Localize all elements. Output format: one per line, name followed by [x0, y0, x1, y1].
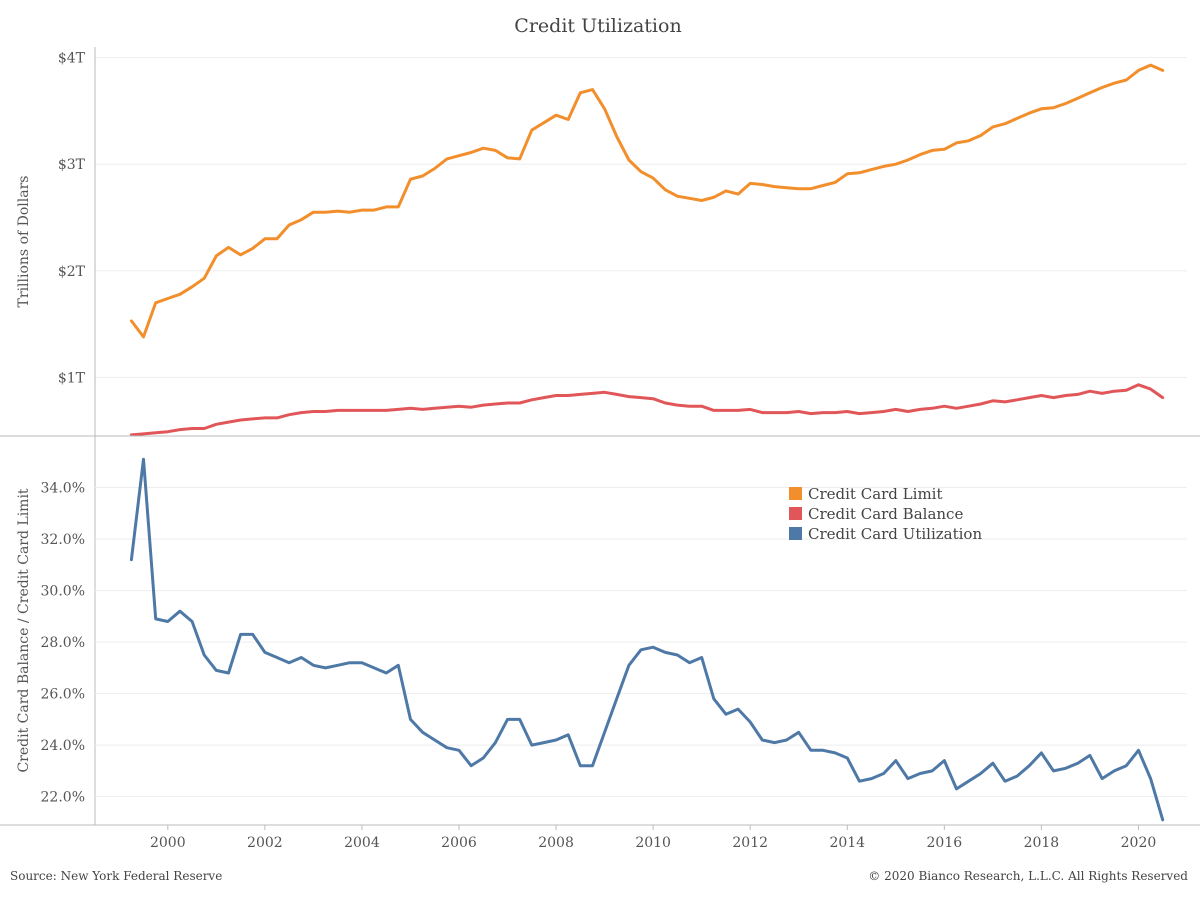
- x-tick-label: 2004: [344, 835, 380, 851]
- x-tick-label: 2006: [441, 835, 477, 851]
- x-tick-label: 2014: [829, 835, 865, 851]
- legend: Credit Card Limit Credit Card Balance Cred…: [789, 485, 982, 543]
- y-tick-label: 34.0%: [41, 481, 85, 497]
- y-tick-label: 24.0%: [41, 738, 85, 754]
- bottom-panel: 22.0% 24.0% 26.0% 28.0% 30.0% 32.0% 34.0% Credi…: [16, 457, 1187, 822]
- chart-title: Credit Utilization: [514, 15, 681, 37]
- legend-label: Credit Card Utilization: [808, 525, 982, 543]
- y-axis-title: Credit Card Balance / Credit Card Limit: [16, 488, 32, 772]
- top-panel: $1T $2T $3T $4T Trillions of Dollars: [0, 47, 1200, 826]
- legend-swatch: [789, 507, 802, 520]
- y-tick-label: 28.0%: [41, 635, 85, 651]
- x-tick-label: 2012: [732, 835, 768, 851]
- series-line-credit-card-utilization: [129, 457, 1165, 822]
- x-axis: 2000 2002 2004 2006 2008 2010 2012 2014 2016 2018…: [150, 825, 1156, 851]
- x-tick-label: 2000: [150, 835, 186, 851]
- legend-swatch: [789, 487, 802, 500]
- series-line-credit-card-balance: [129, 383, 1165, 437]
- y-tick-label: $1T: [58, 370, 86, 386]
- y-tick-label: $3T: [58, 157, 86, 173]
- x-tick-label: 2008: [538, 835, 574, 851]
- y-tick-label: $2T: [58, 264, 86, 280]
- series-line-credit-card-limit: [129, 63, 1165, 339]
- legend-label: Credit Card Limit: [808, 485, 943, 503]
- y-tick-label: 22.0%: [41, 790, 85, 806]
- y-tick-label: 30.0%: [41, 584, 85, 600]
- y-tick-label: $4T: [58, 51, 86, 67]
- legend-swatch: [789, 527, 802, 540]
- source-note: Source: New York Federal Reserve: [10, 869, 223, 883]
- y-tick-label: 26.0%: [41, 687, 85, 703]
- x-tick-label: 2020: [1121, 835, 1157, 851]
- x-tick-label: 2018: [1024, 835, 1060, 851]
- x-tick-label: 2010: [635, 835, 671, 851]
- y-tick-label: 32.0%: [41, 532, 85, 548]
- x-tick-label: 2016: [927, 835, 963, 851]
- legend-label: Credit Card Balance: [808, 505, 963, 523]
- x-tick-label: 2002: [247, 835, 283, 851]
- copyright-note: © 2020 Bianco Research, L.L.C. All Right…: [868, 869, 1188, 883]
- y-axis-title: Trillions of Dollars: [16, 176, 32, 308]
